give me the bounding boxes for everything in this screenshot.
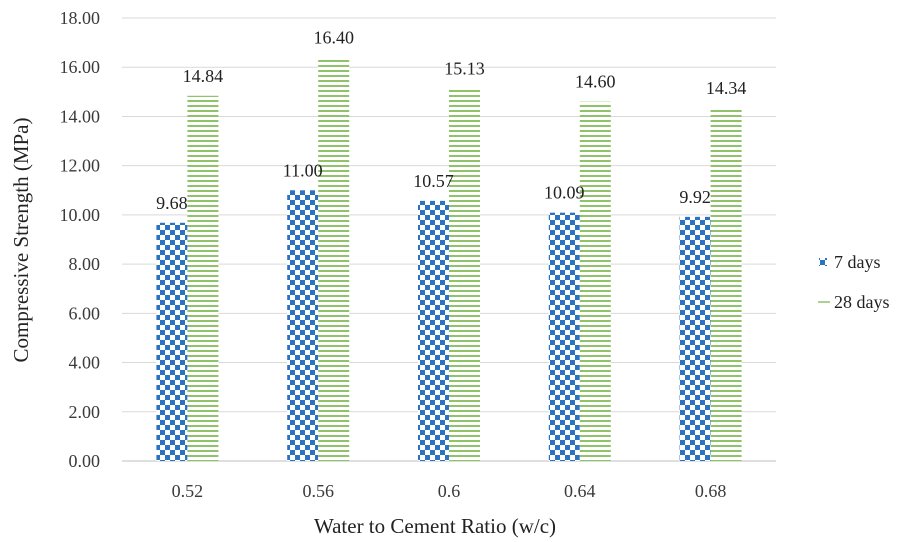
data-label-28-days: 15.13: [444, 59, 485, 79]
x-tick-label: 0.64: [564, 481, 596, 501]
bar-7-days-0.56: [287, 190, 319, 461]
data-label-28-days: 14.34: [706, 78, 747, 98]
y-tick-label: 14.00: [60, 106, 101, 126]
data-label-28-days: 14.84: [183, 66, 224, 86]
bar-28-days-0.64: [579, 101, 611, 461]
y-tick-label: 16.00: [60, 57, 101, 77]
bars: [156, 57, 742, 462]
bar-28-days-0.68: [710, 108, 742, 462]
data-label-28-days: 14.60: [575, 72, 616, 92]
y-axis-title: Compressive Strength (MPa): [9, 118, 33, 363]
y-tick-label: 8.00: [69, 254, 101, 274]
data-label-7-days: 10.57: [413, 171, 454, 191]
y-tick-label: 12.00: [60, 156, 101, 176]
legend-swatch-7-days: [819, 258, 827, 266]
y-tick-label: 4.00: [69, 353, 101, 373]
bar-28-days-0.56: [318, 57, 350, 461]
bar-7-days-0.64: [548, 212, 580, 461]
x-axis-title: Water to Cement Ratio (w/c): [314, 514, 556, 538]
y-tick-label: 10.00: [60, 205, 101, 225]
bar-28-days-0.52: [187, 95, 219, 461]
y-tick-label: 2.00: [69, 402, 101, 422]
legend-label-28-days: 28 days: [834, 292, 890, 312]
data-label-7-days: 9.68: [156, 193, 188, 213]
x-tick-label: 0.68: [695, 481, 727, 501]
x-axis-ticks: 0.52 0.56 0.6 0.64 0.68: [172, 481, 727, 501]
data-label-28-days: 16.40: [313, 27, 354, 47]
y-tick-label: 0.00: [69, 451, 101, 471]
data-label-7-days: 9.92: [679, 187, 711, 207]
data-label-7-days: 11.00: [283, 160, 323, 180]
data-labels: 9.68 14.84 11.00 16.40 10.57 15.13 10.09 14.60 9…: [156, 27, 746, 212]
bar-7-days-0.6: [418, 200, 449, 462]
x-tick-label: 0.56: [302, 481, 334, 501]
bar-7-days-0.52: [156, 222, 188, 461]
y-axis-ticks: 0.00 2.00 4.00 6.00 8.00 10.00 12.00 14.00 16.00…: [60, 8, 101, 471]
x-tick-label: 0.6: [438, 481, 461, 501]
legend-label-7-days: 7 days: [834, 252, 881, 272]
x-tick-label: 0.52: [172, 481, 204, 501]
bar-7-days-0.68: [679, 216, 711, 461]
y-tick-label: 6.00: [69, 303, 101, 323]
y-tick-label: 18.00: [60, 8, 101, 28]
legend: 7 days 28 days: [818, 252, 890, 312]
data-label-7-days: 10.09: [544, 183, 585, 203]
bar-28-days-0.6: [449, 88, 480, 462]
